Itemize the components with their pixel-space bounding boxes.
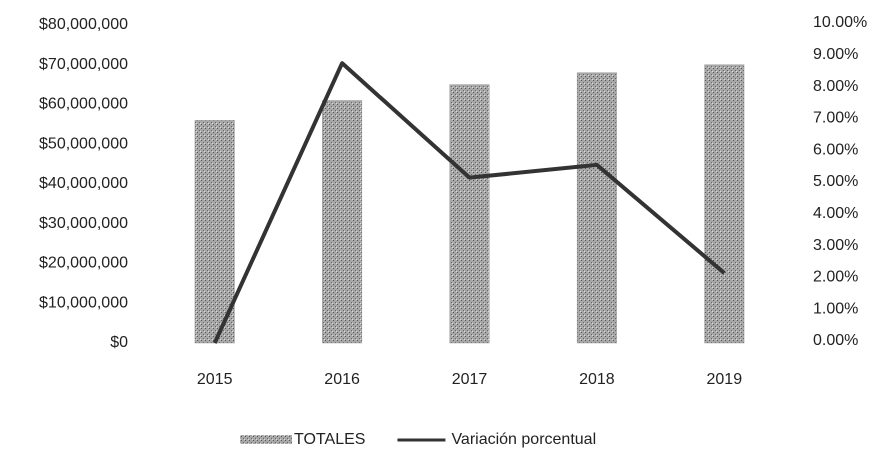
- y2-tick-label: 3.00%: [813, 237, 858, 254]
- bar: [449, 84, 490, 344]
- y2-tick-label: 0.00%: [813, 332, 858, 349]
- y-tick-label: $20,000,000: [39, 255, 128, 272]
- x-tick-label: 2018: [579, 371, 615, 388]
- y2-tick-label: 6.00%: [813, 141, 858, 158]
- y2-tick-label: 4.00%: [813, 205, 858, 222]
- y-tick-label: $70,000,000: [39, 56, 128, 73]
- y2-tick-label: 5.00%: [813, 173, 858, 190]
- y2-tick-label: 1.00%: [813, 300, 858, 317]
- legend-label: TOTALES: [294, 431, 365, 448]
- legend-label: Variación porcentual: [451, 431, 596, 448]
- y2-tick-label: 8.00%: [813, 78, 858, 95]
- y-tick-label: $0: [110, 334, 128, 351]
- y2-tick-label: 7.00%: [813, 110, 858, 127]
- y-tick-label: $10,000,000: [39, 294, 128, 311]
- bar: [194, 120, 235, 344]
- x-tick-label: 2019: [707, 371, 743, 388]
- y-tick-label: $50,000,000: [39, 135, 128, 152]
- y2-tick-label: 10.00%: [813, 14, 867, 31]
- y-tick-label: $30,000,000: [39, 215, 128, 232]
- bar: [576, 72, 617, 344]
- y-tick-label: $80,000,000: [39, 16, 128, 33]
- x-tick-label: 2016: [324, 371, 360, 388]
- legend-swatch: [240, 435, 292, 444]
- bar: [704, 64, 745, 344]
- x-tick-label: 2017: [452, 371, 488, 388]
- line: [212, 61, 726, 344]
- y2-tick-label: 9.00%: [813, 46, 858, 63]
- bar: [322, 100, 363, 344]
- y-tick-label: $40,000,000: [39, 175, 128, 192]
- y-tick-label: $60,000,000: [39, 96, 128, 113]
- x-tick-label: 2015: [197, 371, 233, 388]
- y2-tick-label: 2.00%: [813, 269, 858, 286]
